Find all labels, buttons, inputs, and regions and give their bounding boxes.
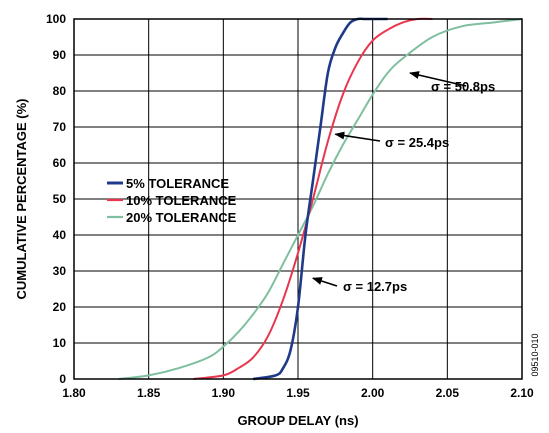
annotation-label: σ = 25.4ps	[385, 135, 449, 150]
legend-label: 5% TOLERANCE	[126, 176, 229, 191]
x-tick-labels: 1.80 1.85 1.90 1.95 2.00 2.05 2.10	[62, 386, 534, 400]
annotations: σ = 50.8ps σ = 25.4ps σ = 12.7ps	[311, 71, 495, 294]
legend-label: 10% TOLERANCE	[126, 193, 237, 208]
y-tick-label: 40	[53, 228, 67, 242]
y-tick-label: 10	[53, 336, 67, 350]
y-tick-label: 80	[53, 84, 67, 98]
annotation-arrow	[409, 71, 467, 87]
annotation-arrow	[311, 277, 338, 287]
y-tick-labels: 0 10 20 30 40 50 60 70 80 90 100	[46, 12, 66, 386]
annotation-arrow	[334, 131, 381, 142]
x-tick-label: 1.80	[62, 386, 86, 400]
x-tick-label: 2.10	[510, 386, 534, 400]
annotation-label: σ = 50.8ps	[431, 79, 495, 94]
y-tick-label: 70	[53, 120, 67, 134]
series-line-10-tolerance	[193, 17, 433, 380]
annotation-label: σ = 12.7ps	[343, 279, 407, 294]
x-tick-label: 2.05	[436, 386, 460, 400]
plot-frame	[73, 18, 523, 380]
x-tick-label: 2.00	[361, 386, 385, 400]
x-tick-label: 1.85	[137, 386, 161, 400]
y-tick-label: 60	[53, 156, 67, 170]
figure-id: 09510-010	[530, 333, 540, 376]
y-tick-label: 50	[53, 192, 67, 206]
x-axis-label: GROUP DELAY (ns)	[237, 413, 358, 428]
x-tick-label: 1.95	[286, 386, 310, 400]
y-tick-label: 100	[46, 12, 66, 26]
y-axis-label: CUMULATIVE PERCENTAGE (%)	[14, 98, 29, 299]
y-tick-label: 0	[59, 372, 66, 386]
legend: 5% TOLERANCE 10% TOLERANCE 20% TOLERANCE	[107, 176, 237, 225]
y-tick-label: 90	[53, 48, 67, 62]
y-tick-label: 30	[53, 264, 67, 278]
y-tick-label: 20	[53, 300, 67, 314]
legend-label: 20% TOLERANCE	[126, 210, 237, 225]
x-tick-label: 1.90	[212, 386, 236, 400]
series-line-20-tolerance	[118, 18, 523, 380]
grid	[74, 19, 522, 379]
